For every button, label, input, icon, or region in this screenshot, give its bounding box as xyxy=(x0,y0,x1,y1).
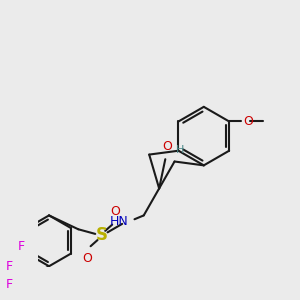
Text: S: S xyxy=(95,226,107,244)
Text: H: H xyxy=(176,145,184,155)
Text: F: F xyxy=(6,260,13,273)
Text: F: F xyxy=(6,278,13,291)
Text: O: O xyxy=(82,252,92,266)
Text: F: F xyxy=(17,240,24,253)
Text: HN: HN xyxy=(110,215,128,228)
Text: O: O xyxy=(243,115,253,128)
Text: O: O xyxy=(162,140,172,153)
Text: O: O xyxy=(110,206,120,218)
